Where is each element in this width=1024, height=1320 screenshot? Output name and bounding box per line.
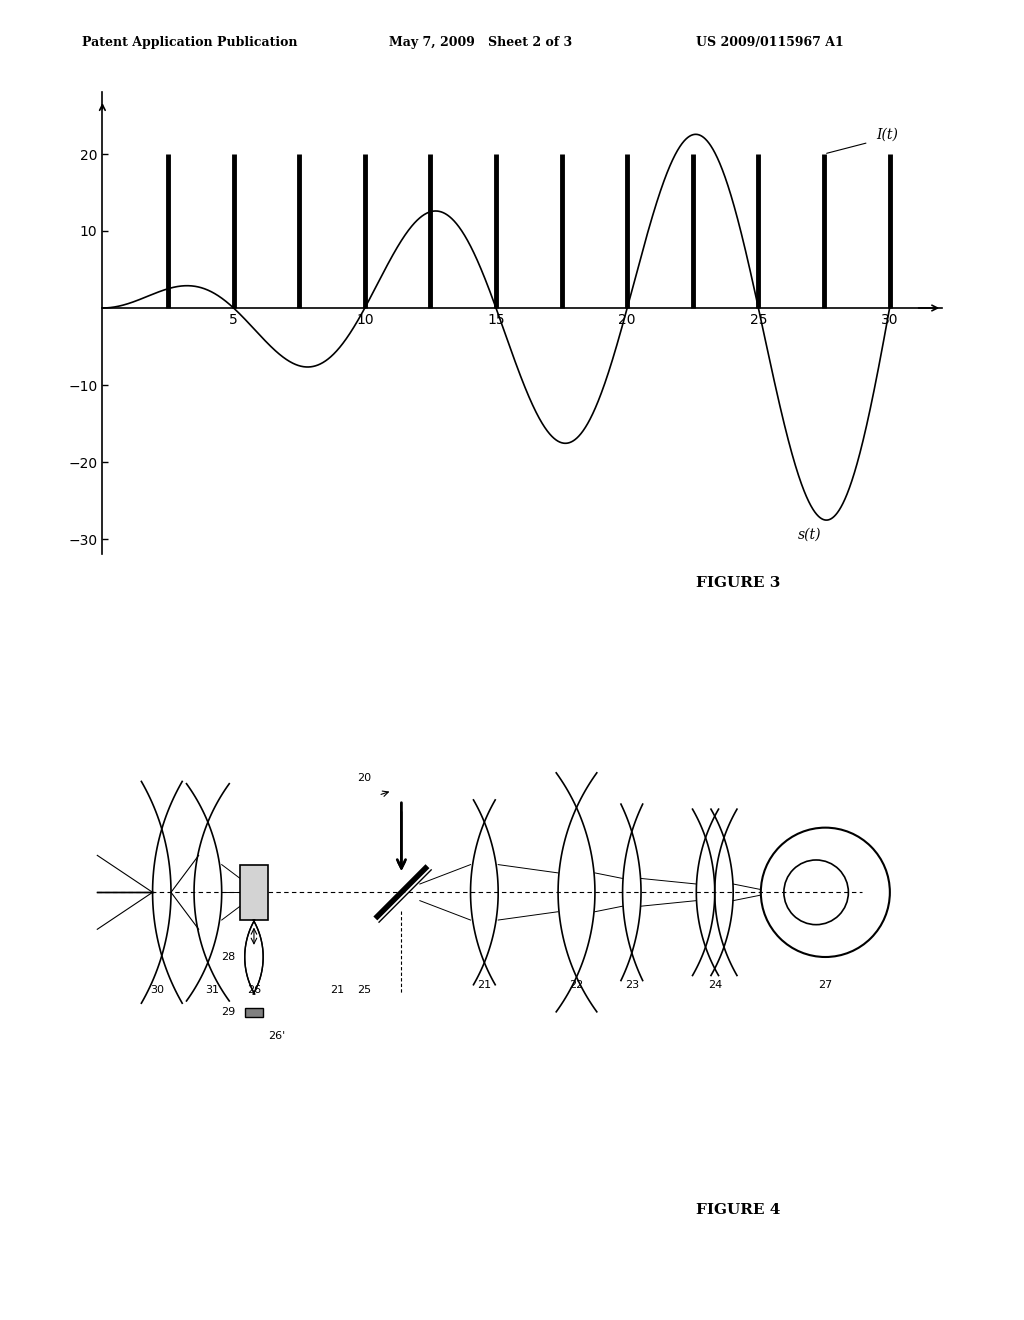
Text: 26: 26 bbox=[247, 985, 261, 995]
Text: 21: 21 bbox=[330, 985, 344, 995]
Text: 22: 22 bbox=[569, 979, 584, 990]
Text: 24: 24 bbox=[708, 979, 722, 990]
Text: 29: 29 bbox=[221, 1007, 236, 1018]
Text: I(t): I(t) bbox=[877, 128, 898, 141]
Text: 21: 21 bbox=[477, 979, 492, 990]
Text: 28: 28 bbox=[221, 952, 236, 962]
Bar bbox=[241, 865, 268, 920]
Text: s(t): s(t) bbox=[798, 528, 821, 543]
Text: 26': 26' bbox=[268, 1031, 285, 1041]
Bar bbox=[245, 1008, 263, 1016]
Text: US 2009/0115967 A1: US 2009/0115967 A1 bbox=[696, 36, 844, 49]
Text: FIGURE 3: FIGURE 3 bbox=[696, 577, 780, 590]
Text: 25: 25 bbox=[357, 985, 372, 995]
Text: 27: 27 bbox=[818, 979, 833, 990]
Text: 20: 20 bbox=[357, 774, 372, 784]
Text: 30: 30 bbox=[151, 985, 164, 995]
Text: FIGURE 4: FIGURE 4 bbox=[696, 1204, 780, 1217]
Text: 23: 23 bbox=[625, 979, 639, 990]
Text: 31: 31 bbox=[206, 985, 219, 995]
Text: Patent Application Publication: Patent Application Publication bbox=[82, 36, 297, 49]
Text: May 7, 2009   Sheet 2 of 3: May 7, 2009 Sheet 2 of 3 bbox=[389, 36, 572, 49]
